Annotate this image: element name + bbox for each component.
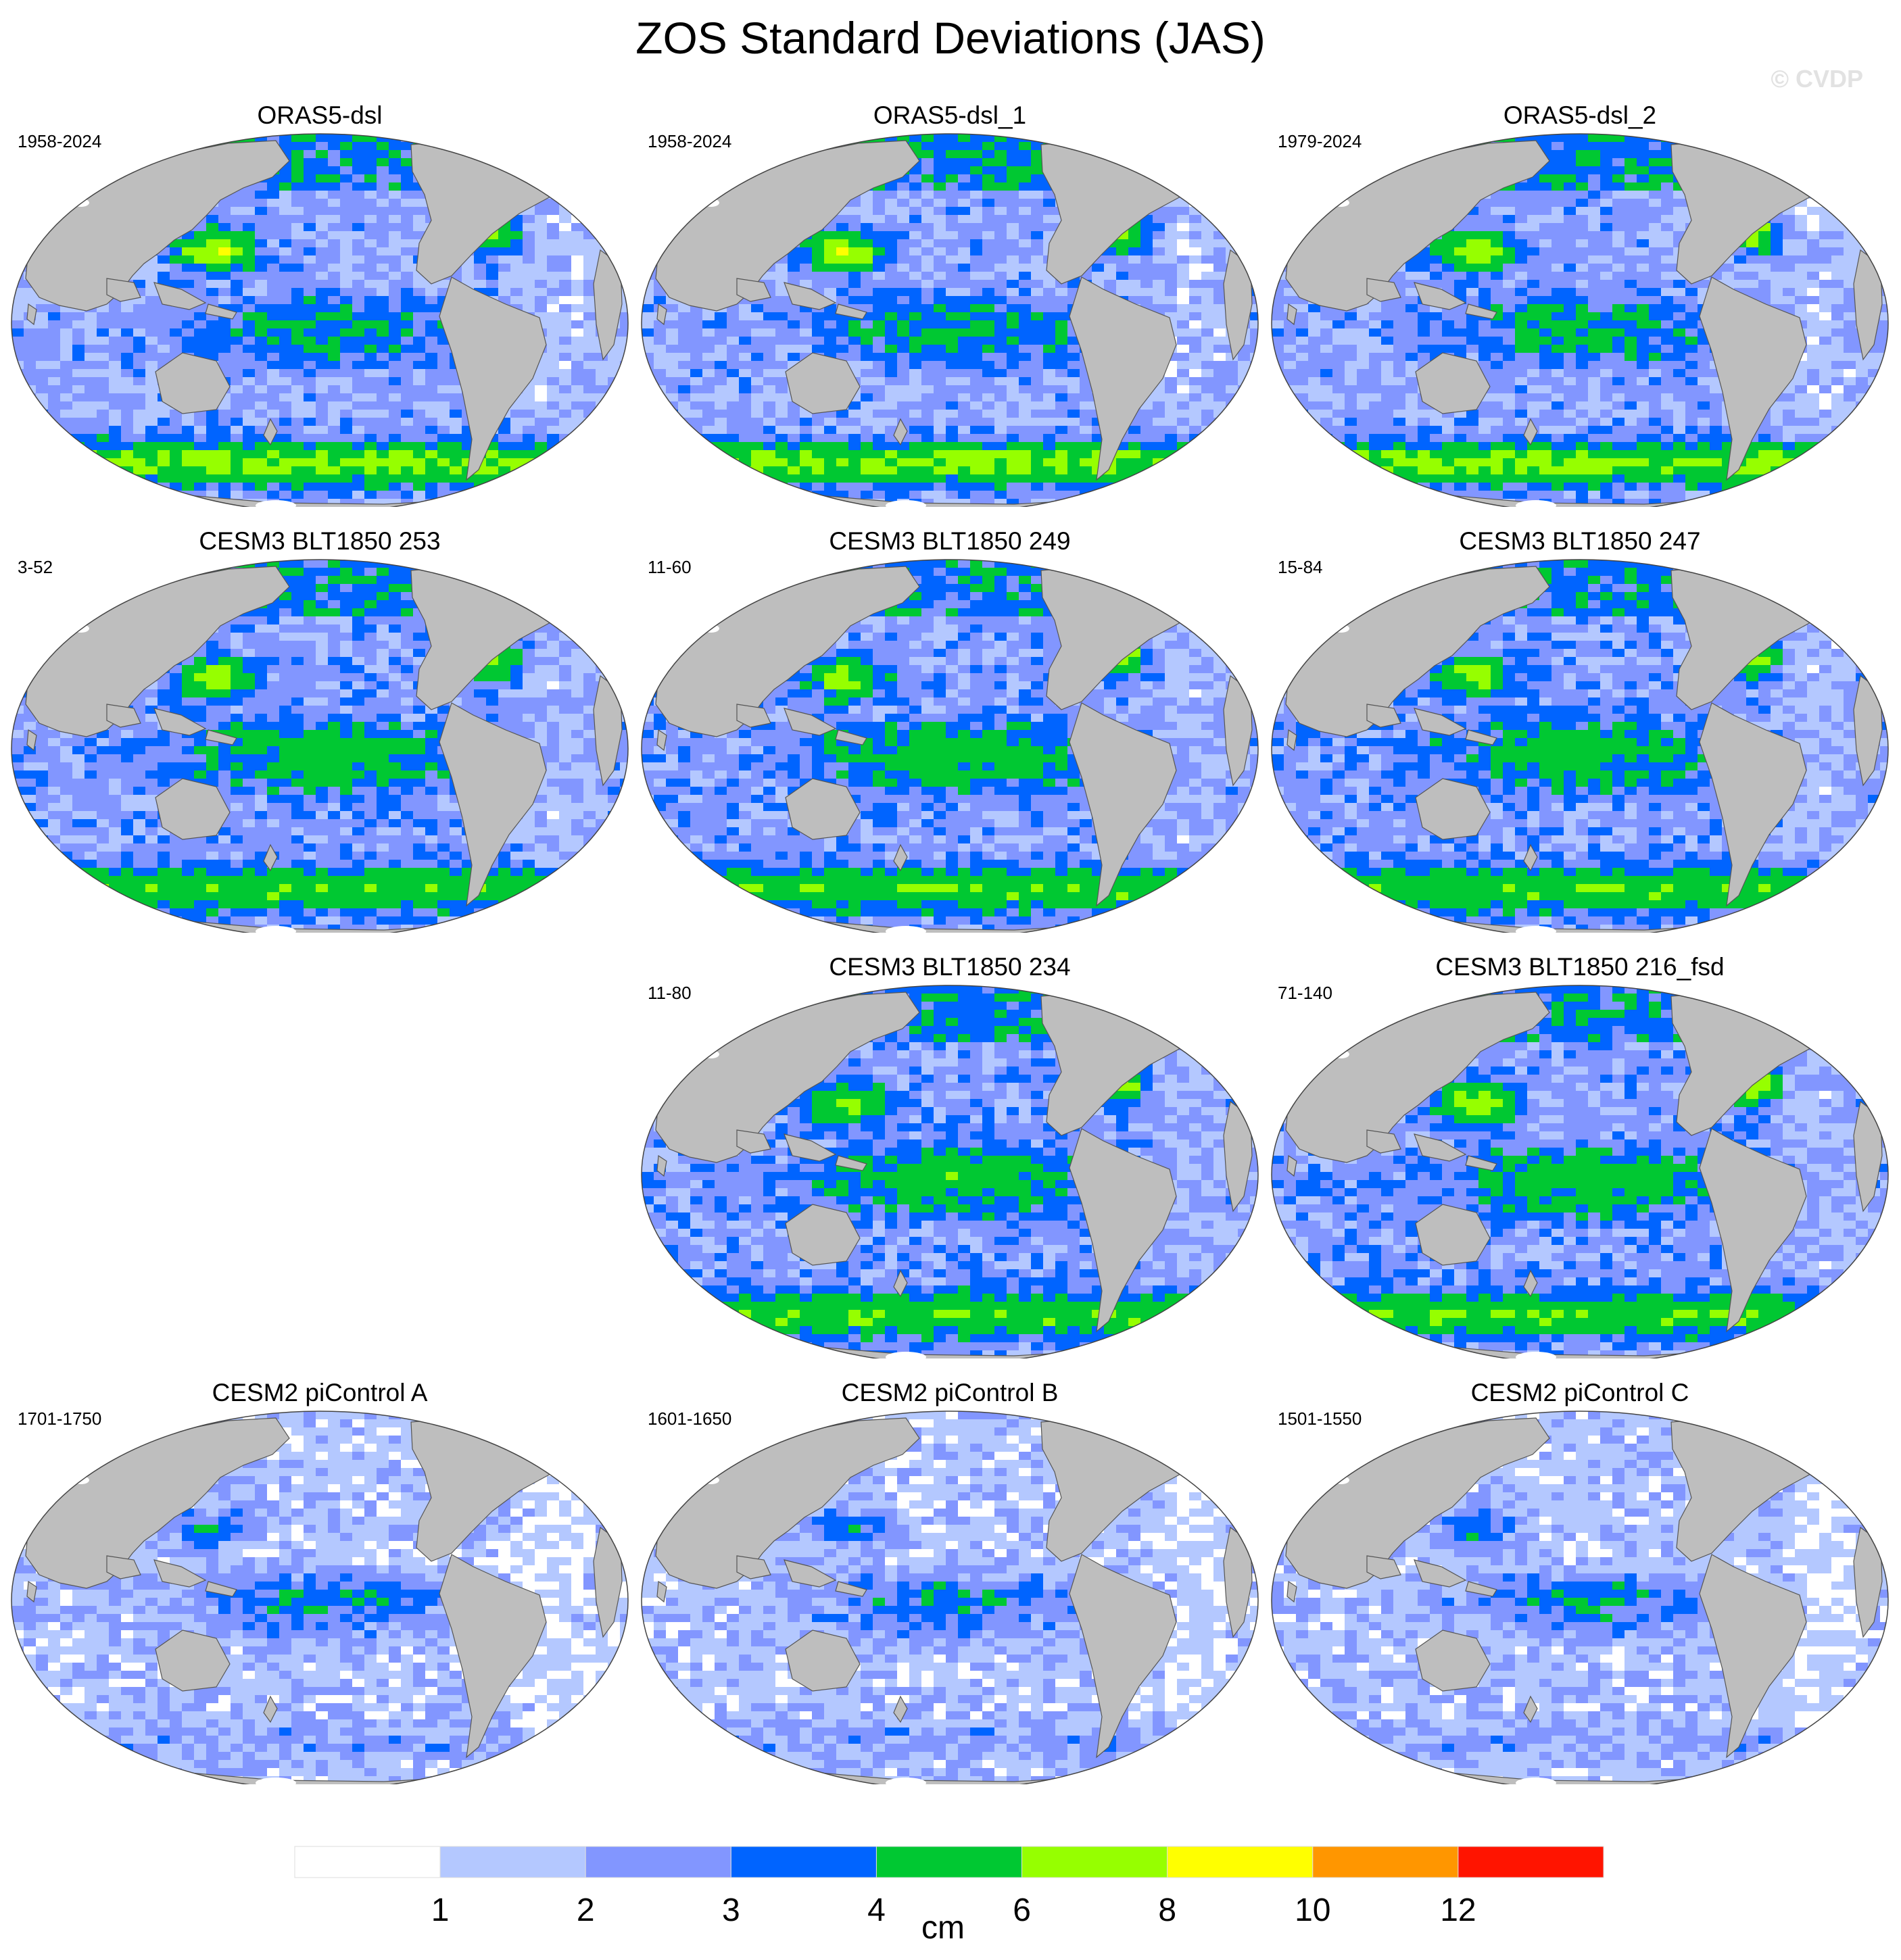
colorbar-tick-label: 2 [577,1892,595,1928]
colorbar-swatch [1312,1846,1459,1878]
map-outline [11,133,629,507]
colorbar-swatch [294,1846,441,1878]
world-map [1271,559,1889,933]
map-outline [1271,133,1889,507]
colorbar-tick-label: 12 [1440,1892,1476,1928]
panel-title: CESM2 piControl B [635,1379,1264,1407]
colorbar-swatch [730,1846,877,1878]
colorbar-swatch [1021,1846,1168,1878]
panel-title: CESM3 BLT1850 234 [635,953,1264,981]
colorbar-swatch [1458,1846,1604,1878]
panel-title: CESM3 BLT1850 216_fsd [1266,953,1894,981]
panel-title: CESM2 piControl A [5,1379,634,1407]
map-panel-oras5-dsl-2: ORAS5-dsl_2 1979-2024 [1266,101,1894,507]
figure-title: ZOS Standard Deviations (JAS) [0,12,1901,64]
panel-years: 1958-2024 [18,131,101,152]
world-map [1271,1411,1889,1784]
map-outline [1271,1411,1889,1784]
map-panel-cesm3-247: CESM3 BLT1850 247 15-84 [1266,527,1894,933]
panel-years: 1501-1550 [1278,1408,1362,1429]
map-outline [1271,985,1889,1358]
map-panel-cesm2-picontrol-b: CESM2 piControl B 1601-1650 [635,1379,1264,1784]
panel-years: 11-80 [648,983,692,1004]
world-map [1271,985,1889,1358]
colorbar-tick-label: 1 [431,1892,450,1928]
panel-title: CESM3 BLT1850 253 [5,527,634,556]
map-outline [641,559,1259,933]
panel-years: 71-140 [1278,983,1332,1004]
panel-years: 1701-1750 [18,1408,101,1429]
world-map [641,1411,1259,1784]
panel-title: CESM2 piControl C [1266,1379,1894,1407]
map-panel-oras5-dsl: ORAS5-dsl 1958-2024 [5,101,634,507]
map-panel-cesm3-234: CESM3 BLT1850 234 11-80 [635,953,1264,1358]
map-panel-cesm2-picontrol-c: CESM2 piControl C 1501-1550 [1266,1379,1894,1784]
cvdp-watermark: © CVDP [1771,65,1863,93]
map-panel-cesm3-216-fsd: CESM3 BLT1850 216_fsd 71-140 [1266,953,1894,1358]
panel-title: ORAS5-dsl_2 [1266,101,1894,130]
world-map [1271,133,1889,507]
map-outline [641,1411,1259,1784]
colorbar-swatch [585,1846,731,1878]
panel-years: 1979-2024 [1278,131,1362,152]
map-panel-cesm2-picontrol-a: CESM2 piControl A 1701-1750 [5,1379,634,1784]
map-outline [641,985,1259,1358]
map-panel-oras5-dsl-1: ORAS5-dsl_1 1958-2024 [635,101,1264,507]
colorbar-swatch [1167,1846,1314,1878]
world-map [641,133,1259,507]
colorbar-swatch [875,1846,1023,1878]
panel-title: ORAS5-dsl_1 [635,101,1264,130]
world-map [641,985,1259,1358]
world-map [11,559,629,933]
map-panel-cesm3-253: CESM3 BLT1850 253 3-52 [5,527,634,933]
panel-years: 1601-1650 [648,1408,731,1429]
world-map [11,1411,629,1784]
world-map [11,133,629,507]
panel-title: ORAS5-dsl [5,101,634,130]
colorbar-tick-label: 10 [1295,1892,1330,1928]
panel-years: 3-52 [18,557,53,578]
map-outline [11,1411,629,1784]
map-outline [641,133,1259,507]
panel-title: CESM3 BLT1850 247 [1266,527,1894,556]
colorbar-tick-label: 4 [867,1892,886,1928]
panel-title: CESM3 BLT1850 249 [635,527,1264,556]
colorbar-tick-label: 6 [1013,1892,1031,1928]
map-panel-cesm3-249: CESM3 BLT1850 249 11-60 [635,527,1264,933]
map-outline [1271,559,1889,933]
panel-years: 15-84 [1278,557,1323,578]
panel-years: 1958-2024 [648,131,731,152]
colorbar-tick-label: 8 [1158,1892,1176,1928]
map-outline [11,559,629,933]
colorbar-tick-label: 3 [722,1892,740,1928]
colorbar-unit-label: cm [921,1910,965,1946]
world-map [641,559,1259,933]
colorbar-swatch [439,1846,586,1878]
panel-years: 11-60 [648,557,692,578]
